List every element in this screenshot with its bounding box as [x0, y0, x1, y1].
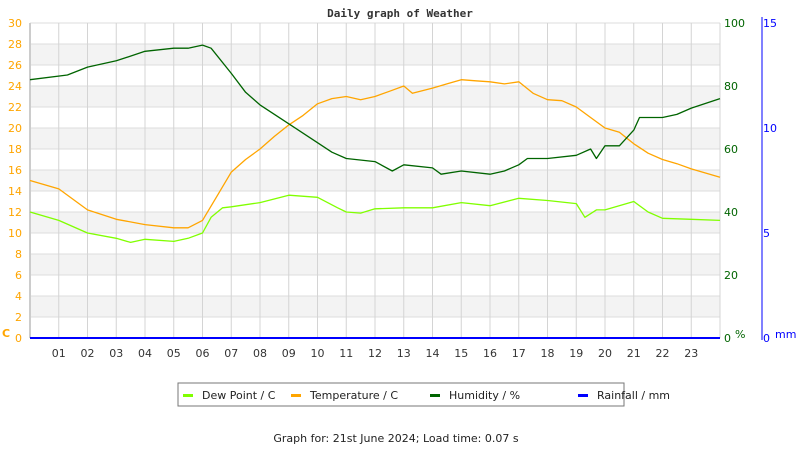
left-tick-label: 14 [8, 185, 22, 198]
far-right-tick-label: 0 [763, 332, 770, 345]
legend-label: Dew Point / C [202, 389, 276, 402]
right-tick-label: 20 [724, 269, 738, 282]
legend-swatch [578, 394, 588, 397]
legend-label: Rainfall / mm [597, 389, 670, 402]
footer-text: Graph for: 21st June 2024; Load time: 0.… [273, 432, 518, 445]
x-tick-label: 13 [397, 347, 411, 360]
left-tick-label: 0 [15, 332, 22, 345]
x-tick-label: 05 [167, 347, 181, 360]
legend-swatch [291, 394, 301, 397]
legend-swatch [183, 394, 193, 397]
x-tick-label: 07 [224, 347, 238, 360]
left-tick-label: 2 [15, 311, 22, 324]
right-tick-label: 40 [724, 206, 738, 219]
series-line-humidity [29, 44, 721, 175]
x-tick-label: 19 [569, 347, 583, 360]
series-line-temperature [29, 79, 721, 229]
left-axis-unit: C [2, 327, 10, 340]
x-tick-label: 09 [282, 347, 296, 360]
left-tick-label: 6 [15, 269, 22, 282]
chart-title: Daily graph of Weather [327, 7, 473, 20]
left-tick-label: 12 [8, 206, 22, 219]
x-tick-label: 08 [253, 347, 267, 360]
left-tick-label: 16 [8, 164, 22, 177]
right-tick-label: 60 [724, 143, 738, 156]
left-tick-label: 22 [8, 101, 22, 114]
legend: Dew Point / C Temperature / C Humidity / %… [177, 382, 670, 407]
left-tick-label: 24 [8, 80, 22, 93]
right-tick-label: 0 [724, 332, 731, 345]
legend-swatch [430, 394, 440, 397]
legend-label: Humidity / % [449, 389, 520, 402]
x-tick-label: 18 [541, 347, 555, 360]
x-tick-label: 14 [426, 347, 440, 360]
x-tick-label: 01 [52, 347, 66, 360]
x-tick-label: 20 [598, 347, 612, 360]
far-right-tick-label: 5 [763, 227, 770, 240]
left-tick-label: 10 [8, 227, 22, 240]
right-axis-unit: % [735, 328, 745, 341]
x-tick-label: 12 [368, 347, 382, 360]
series-line-dew [29, 194, 721, 244]
left-tick-label: 8 [15, 248, 22, 261]
x-tick-label: 03 [109, 347, 123, 360]
left-tick-label: 30 [8, 17, 22, 30]
x-tick-label: 10 [311, 347, 325, 360]
far-right-tick-label: 15 [763, 17, 777, 30]
far-right-tick-label: 10 [763, 122, 777, 135]
left-tick-label: 18 [8, 143, 22, 156]
left-tick-label: 28 [8, 38, 22, 51]
x-tick-label: 11 [339, 347, 353, 360]
x-tick-label: 22 [656, 347, 670, 360]
x-tick-label: 04 [138, 347, 152, 360]
x-tick-label: 21 [627, 347, 641, 360]
x-tick-label: 23 [684, 347, 698, 360]
x-tick-label: 06 [196, 347, 210, 360]
x-tick-label: 17 [512, 347, 526, 360]
left-tick-label: 26 [8, 59, 22, 72]
right-tick-label: 80 [724, 80, 738, 93]
x-tick-label: 02 [81, 347, 95, 360]
far-right-axis-unit: mm [775, 328, 796, 341]
legend-label: Temperature / C [309, 389, 398, 402]
right-tick-label: 100 [724, 17, 745, 30]
left-tick-label: 4 [15, 290, 22, 303]
x-tick-label: 16 [483, 347, 497, 360]
x-tick-label: 15 [454, 347, 468, 360]
left-tick-label: 20 [8, 122, 22, 135]
